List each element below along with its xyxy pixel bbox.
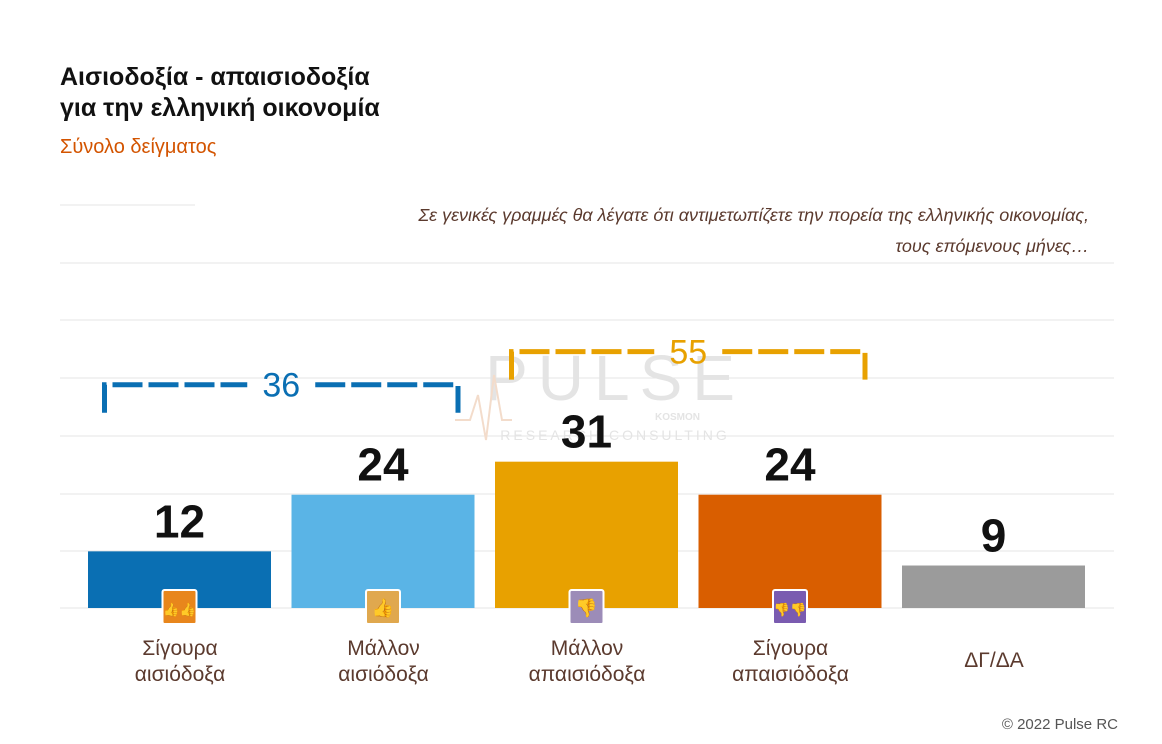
watermark-pulse-line	[455, 374, 512, 441]
icon-glyph: 👎👎	[774, 602, 806, 618]
title-line-2: για την ελληνική οικονομία	[60, 94, 380, 122]
thumb-down-icon	[568, 589, 605, 625]
category-label: Μάλλον αισιόδοξα	[292, 636, 476, 688]
bracket-left	[102, 382, 248, 413]
category-label-line: Μάλλον	[347, 637, 420, 660]
bar	[902, 565, 1085, 608]
category-label-line: απαισιόδοξα	[732, 663, 849, 686]
category-label-line: Σίγουρα	[752, 637, 829, 660]
category-label: Μάλλον απαισιόδοξα	[495, 636, 679, 688]
question-text: Σε γενικές γραμμές θα λέγατε ότι αντιμετ…	[189, 200, 1089, 262]
chart-subtitle: Σύνολο δείγματος	[60, 136, 217, 158]
copyright-footer: © 2022 Pulse RC	[1001, 716, 1118, 733]
category-label-line: αισιόδοξα	[134, 663, 226, 686]
data-label: 12	[154, 495, 205, 547]
category-label: Σίγουρα αισιόδοξα	[88, 636, 272, 688]
question-line-1: Σε γενικές γραμμές θα λέγατε ότι αντιμετ…	[418, 205, 1089, 225]
category-label: ΔΓ/ΔΑ	[902, 648, 1086, 674]
category-label: Σίγουρα απαισιόδοξα	[699, 636, 883, 688]
category-label-line: απαισιόδοξα	[528, 663, 646, 686]
category-label-line: Μάλλον	[550, 637, 624, 660]
icon-glyph: 👍	[372, 597, 394, 619]
data-label: 9	[981, 510, 1007, 562]
two-thumbs-down-icon	[772, 589, 808, 625]
category-label-line: αισιόδοξα	[338, 663, 429, 686]
bracket-left	[509, 349, 655, 380]
icon-glyph: 👎	[575, 598, 597, 619]
two-thumbs-up-icon	[161, 589, 198, 625]
data-label: 24	[764, 439, 816, 491]
data-label: 31	[561, 406, 612, 458]
watermark-brand: KOSMON	[655, 412, 700, 423]
icon-glyph: 👍👍	[163, 602, 195, 618]
question-line-2: τους επόμενους μήνες…	[895, 236, 1089, 256]
category-label-line: Σίγουρα	[142, 637, 218, 660]
bracket-right	[315, 382, 461, 413]
bracket-right	[722, 349, 868, 380]
bar	[495, 461, 678, 608]
watermark-tagline: RESEARCH CONSULTING	[500, 427, 729, 443]
bracket-total: 36	[262, 367, 300, 405]
category-label-line: ΔΓ/ΔΑ	[964, 649, 1024, 672]
data-label: 24	[357, 439, 409, 491]
thumb-up-icon	[365, 589, 401, 625]
chart-title: Αισιοδοξία - απαισιοδοξία για την ελληνι…	[60, 62, 380, 124]
bracket-total: 55	[669, 334, 707, 372]
title-line-1: Αισιοδοξία - απαισιοδοξία	[60, 63, 370, 91]
